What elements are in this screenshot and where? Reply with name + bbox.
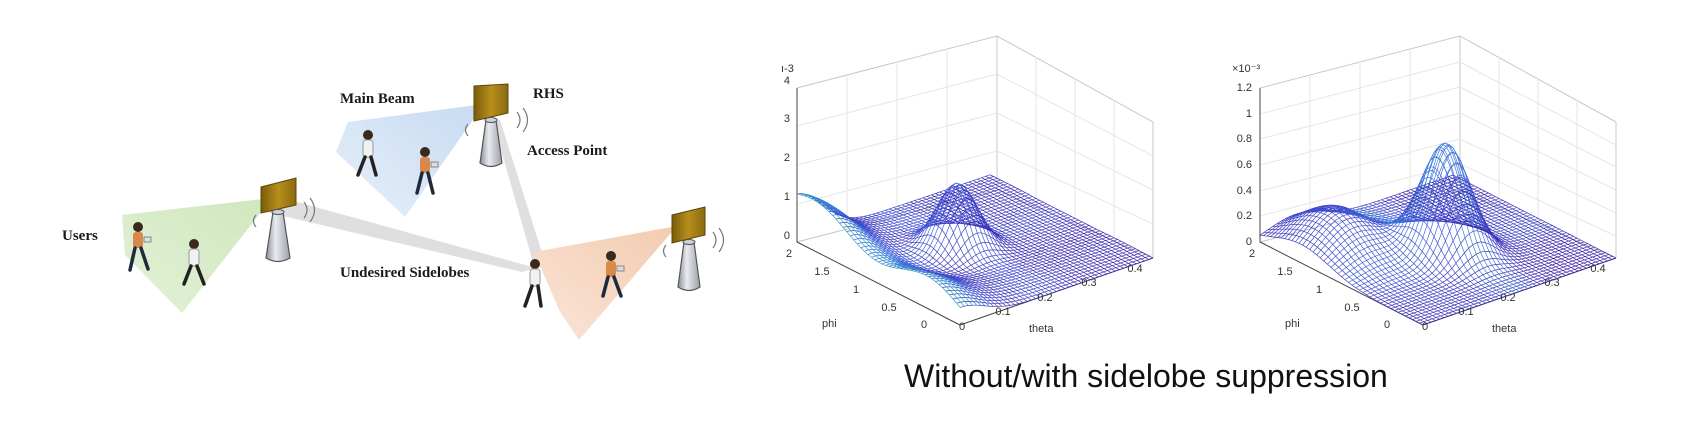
plot-left-z-tick: 2 bbox=[784, 152, 790, 164]
plot-right-z-tick: 1.2 bbox=[1237, 82, 1252, 94]
rhs-panel-right bbox=[671, 206, 706, 244]
figure-caption: Without/with sidelobe suppression bbox=[904, 358, 1388, 394]
main-beam-blue bbox=[336, 104, 484, 217]
plot-right-exponent: ×10⁻³ bbox=[1232, 63, 1260, 75]
access-point-right bbox=[662, 227, 725, 292]
plot-left-theta-tick: 0.3 bbox=[1081, 277, 1096, 289]
plot-left-ylabel: phi bbox=[822, 318, 837, 330]
plot-right-theta-tick: 0.1 bbox=[1458, 306, 1473, 318]
plot-right-theta-tick: 0.4 bbox=[1590, 263, 1605, 275]
surface-plot-right: ×10⁻³ 1.2 1 0.8 0.6 0.4 0.2 0 2 1.5 1 0.5 0 0 0.1 0.… bbox=[1232, 35, 1617, 335]
user-figure-3 bbox=[128, 222, 152, 272]
access-point-top bbox=[464, 107, 529, 168]
plot-right-z-ticks: 1.2 1 0.8 0.6 0.4 0.2 0 bbox=[1237, 82, 1252, 248]
plot-right-ylabel: phi bbox=[1285, 318, 1300, 330]
user-figure-6 bbox=[601, 251, 625, 298]
plot-right-z-tick: 1 bbox=[1246, 108, 1252, 120]
plot-left-theta-ticks: 0 0.1 0.2 0.3 0.4 bbox=[959, 263, 1143, 333]
plot-left-z-tick: 1 bbox=[784, 191, 790, 203]
label-rhs: RHS bbox=[533, 86, 564, 102]
plot-left-phi-tick: 0 bbox=[921, 319, 927, 331]
plot-left-xlabel: theta bbox=[1029, 323, 1054, 335]
surface-plot-left: ı-3 4 3 2 1 0 2 1.5 1 0.5 0 0 0.1 0.2 0.3 0.4 phi th… bbox=[781, 35, 1154, 335]
plot-right-theta-tick: 0.2 bbox=[1500, 292, 1515, 304]
plot-left-exponent: ı-3 bbox=[781, 63, 794, 75]
plot-left-theta-tick: 0.1 bbox=[995, 306, 1010, 318]
plot-right-phi-tick: 0.5 bbox=[1344, 302, 1359, 314]
plot-left-z-tick: 4 bbox=[784, 75, 790, 87]
plot-left-theta-tick: 0.2 bbox=[1037, 292, 1052, 304]
plot-right-z-tick: 0.2 bbox=[1237, 210, 1252, 222]
plot-left-z-tick: 3 bbox=[784, 113, 790, 125]
plot-right-z-tick: 0 bbox=[1246, 236, 1252, 248]
rhs-panel-top bbox=[473, 83, 509, 122]
plot-right-z-tick: 0.4 bbox=[1237, 185, 1252, 197]
label-main-beam: Main Beam bbox=[340, 91, 415, 107]
beam-diagram: Main Beam RHS Access Point Users Undesir… bbox=[62, 83, 725, 340]
access-point-left bbox=[252, 197, 316, 263]
plot-right-phi-tick: 0 bbox=[1384, 319, 1390, 331]
label-access-point: Access Point bbox=[527, 143, 607, 159]
plot-left-phi-ticks: 2 1.5 1 0.5 0 bbox=[786, 248, 927, 331]
plot-left-z-ticks: 4 3 2 1 0 bbox=[784, 75, 790, 242]
sidelobe-beam-1 bbox=[266, 195, 536, 272]
rhs-panel-left bbox=[260, 177, 297, 214]
plot-right-phi-ticks: 2 1.5 1 0.5 0 bbox=[1249, 248, 1390, 331]
plot-left-surface bbox=[796, 174, 1154, 308]
plot-right-xlabel: theta bbox=[1492, 323, 1517, 335]
plot-left-phi-tick: 1 bbox=[853, 284, 859, 296]
user-figure-1 bbox=[356, 130, 378, 177]
label-undesired-sidelobes: Undesired Sidelobes bbox=[340, 265, 469, 281]
plot-right-theta-tick: 0.3 bbox=[1544, 277, 1559, 289]
plot-left-z-tick: 0 bbox=[784, 230, 790, 242]
plot-right-z-tick: 0.8 bbox=[1237, 133, 1252, 145]
plot-right-z-tick: 0.6 bbox=[1237, 159, 1252, 171]
plot-left-phi-tick: 0.5 bbox=[881, 302, 896, 314]
label-users: Users bbox=[62, 228, 98, 244]
plot-left-phi-tick: 1.5 bbox=[814, 266, 829, 278]
plot-left-phi-tick: 2 bbox=[786, 248, 792, 260]
user-figure-2 bbox=[415, 147, 439, 195]
user-figure-5 bbox=[523, 259, 543, 308]
plot-right-phi-tick: 1.5 bbox=[1277, 266, 1292, 278]
sidelobe-beam-2 bbox=[492, 118, 545, 266]
plot-left-theta-tick: 0.4 bbox=[1127, 263, 1142, 275]
plot-right-surface bbox=[1259, 142, 1617, 326]
plot-right-theta-tick: 0 bbox=[1422, 321, 1428, 333]
plot-right-theta-ticks: 0 0.1 0.2 0.3 0.4 bbox=[1422, 263, 1606, 333]
user-figure-4 bbox=[182, 239, 206, 286]
plot-left-theta-tick: 0 bbox=[959, 321, 965, 333]
plot-right-phi-tick: 2 bbox=[1249, 248, 1255, 260]
plot-right-phi-tick: 1 bbox=[1316, 284, 1322, 296]
